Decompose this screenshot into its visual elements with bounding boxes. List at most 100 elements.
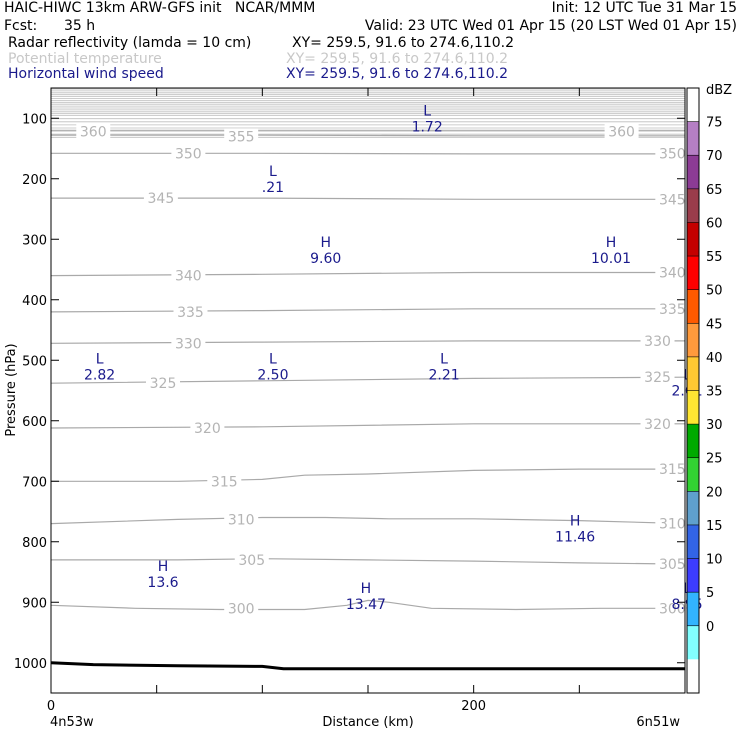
colorbar-swatch xyxy=(687,390,699,425)
theta-label-bg xyxy=(146,375,181,391)
colorbar-swatch xyxy=(687,558,699,593)
y-tick-label: 800 xyxy=(22,536,47,551)
extremum-L: L xyxy=(440,351,448,367)
theta-label-bg xyxy=(234,551,269,567)
extremum-H: H xyxy=(570,513,581,529)
theta-label: 315 xyxy=(659,462,686,478)
theta-label-bg xyxy=(76,123,111,139)
extremum-L: L xyxy=(96,351,104,367)
theta-label-bg xyxy=(655,300,690,316)
extremum-value: 2.82 xyxy=(84,367,115,383)
colorbar-label: 0 xyxy=(706,620,714,635)
theta-contour-350 xyxy=(51,152,685,155)
theta-label: 320 xyxy=(644,417,671,433)
theta-label: 300 xyxy=(659,601,686,617)
colorbar-swatch xyxy=(687,88,699,122)
colorbar-label: 25 xyxy=(706,452,723,467)
colorbar-label: 35 xyxy=(706,385,723,400)
colorbar-label: 40 xyxy=(706,351,723,366)
theta-label-bg xyxy=(655,191,690,207)
theta-label: 340 xyxy=(175,269,202,285)
extremum-L: L xyxy=(269,351,277,367)
extremum-value: 10.01 xyxy=(591,251,631,267)
colorbar-swatch xyxy=(687,323,699,357)
theta-label-bg xyxy=(171,267,206,283)
theta-label-bg xyxy=(655,556,690,572)
colorbar-label: 70 xyxy=(706,149,723,164)
theta-label-bg xyxy=(143,190,178,206)
y-tick-label: 500 xyxy=(22,354,47,369)
y-tick-label: 300 xyxy=(22,233,47,248)
colorbar-swatch xyxy=(687,592,699,626)
theta-label-bg xyxy=(173,303,208,319)
theta-label-bg xyxy=(655,145,690,161)
extremum-value: 2.21 xyxy=(428,367,459,383)
theta-label-bg xyxy=(224,600,259,616)
colorbar-label: 10 xyxy=(706,553,723,568)
extremum-value: 9.60 xyxy=(310,251,341,267)
colorbar-swatch xyxy=(687,188,699,223)
y-tick-label: 200 xyxy=(22,173,47,188)
theta-label: 345 xyxy=(659,192,686,208)
theta-contour-315 xyxy=(51,468,685,482)
colorbar-label: 45 xyxy=(706,317,723,332)
extremum-value: 1.72 xyxy=(412,119,443,135)
field-wind-xy: XY= 259.5, 91.6 to 274.6,110.2 xyxy=(286,66,509,82)
theta-contour-320 xyxy=(50,423,685,429)
theta-label-bg xyxy=(190,420,225,436)
theta-label-bg xyxy=(171,335,206,351)
extremum-H: H xyxy=(158,559,169,575)
field-wind-name: Horizontal wind speed xyxy=(8,66,164,82)
forecast-label: Fcst: xyxy=(4,18,38,34)
theta-label: 310 xyxy=(228,512,255,528)
model-title: HAIC-HIWC 13km ARW-GFS init NCAR/MMM xyxy=(4,0,316,16)
theta-label-bg xyxy=(207,473,242,489)
forecast-hours: 35 h xyxy=(64,18,96,34)
colorbar-label: 5 xyxy=(706,586,714,601)
x-axis-label: Distance (km) xyxy=(322,715,413,730)
theta-label: 310 xyxy=(659,517,686,533)
theta-label: 315 xyxy=(211,474,238,490)
extremum-L: L xyxy=(269,164,277,180)
colorbar-swatch xyxy=(687,256,699,290)
x-end-location: 6n51w xyxy=(636,715,680,730)
theta-label: 335 xyxy=(659,302,686,318)
theta-contour-330 xyxy=(50,340,685,344)
theta-contour-335 xyxy=(50,308,685,313)
colorbar-label: 65 xyxy=(706,183,723,198)
colorbar-swatch xyxy=(687,659,699,693)
colorbar-label: 60 xyxy=(706,216,723,231)
extremum-value: 13.47 xyxy=(346,597,386,613)
theta-contour-300 xyxy=(50,599,685,611)
theta-label: 335 xyxy=(177,305,204,321)
colorbar-swatch xyxy=(687,457,699,492)
theta-label: 360 xyxy=(80,125,107,141)
colorbar-swatch xyxy=(687,289,699,324)
theta-label-bg xyxy=(655,600,690,616)
theta-label: 345 xyxy=(148,191,175,207)
colorbar-label: 55 xyxy=(706,250,723,265)
x-start-location: 4n53w xyxy=(50,715,94,730)
extremum-H: H xyxy=(320,235,331,251)
colorbar-unit: dBZ xyxy=(706,83,732,98)
theta-label: 355 xyxy=(228,129,255,145)
colorbar-swatch xyxy=(687,625,699,660)
y-tick-label: 400 xyxy=(22,294,47,309)
theta-label-bg xyxy=(655,515,690,531)
colorbar-label: 20 xyxy=(706,485,723,500)
colorbar-label: 15 xyxy=(706,519,723,534)
theta-label: 360 xyxy=(608,125,635,141)
theta-label: 340 xyxy=(659,266,686,282)
theta-label: 350 xyxy=(659,146,686,162)
colorbar-swatch xyxy=(687,356,699,391)
theta-label: 350 xyxy=(175,146,202,162)
theta-contour-305 xyxy=(51,558,686,565)
y-tick-label: 600 xyxy=(22,415,47,430)
theta-label: 305 xyxy=(659,557,686,573)
theta-label-bg xyxy=(604,123,639,139)
colorbar-swatch xyxy=(687,491,699,525)
theta-label-bg xyxy=(171,145,206,161)
y-tick-label: 900 xyxy=(22,596,47,611)
theta-label: 305 xyxy=(238,553,265,569)
